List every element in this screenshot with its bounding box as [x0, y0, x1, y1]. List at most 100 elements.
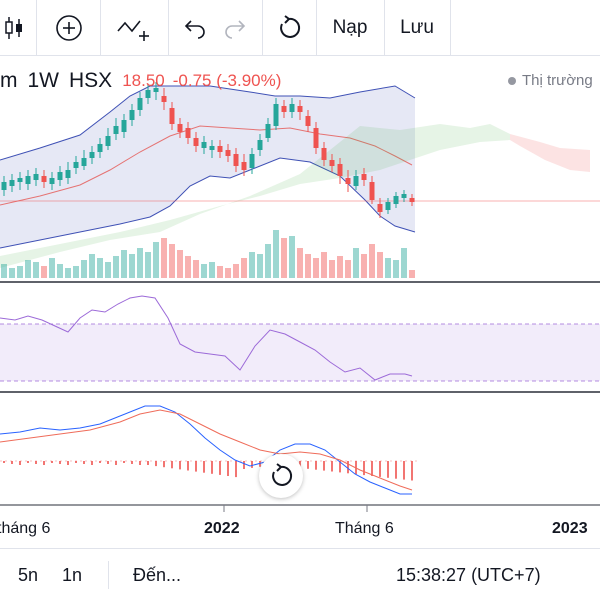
- macd-histogram-bar: [379, 461, 381, 477]
- candle-body: [193, 138, 199, 146]
- macd-histogram-bar: [411, 461, 413, 481]
- range-5d-button[interactable]: 5n: [18, 564, 39, 585]
- macd-histogram-bar: [11, 461, 13, 464]
- macd-histogram-bar: [171, 461, 173, 469]
- volume-bar: [217, 266, 223, 278]
- volume-bar: [385, 258, 391, 278]
- candle-body: [25, 176, 31, 184]
- price-change: -0.75 (-3.90%): [172, 71, 282, 90]
- volume-bar: [361, 254, 367, 278]
- macd-histogram-bar: [403, 461, 405, 480]
- macd-histogram-bar: [155, 461, 157, 467]
- macd-histogram-bar: [387, 461, 389, 478]
- xaxis-label: 2023: [552, 520, 588, 537]
- macd-line: [0, 405, 412, 495]
- macd-histogram-bar: [139, 461, 141, 465]
- candle-body: [129, 110, 135, 120]
- macd-histogram-bar: [131, 461, 133, 464]
- candle-body: [385, 202, 391, 210]
- candle-body: [105, 136, 111, 146]
- market-dot-icon: [508, 76, 516, 85]
- candle-body: [329, 160, 335, 166]
- macd-histogram-bar: [331, 461, 333, 472]
- market-status[interactable]: Thị trường: [508, 72, 593, 89]
- candle-body: [137, 98, 143, 110]
- range-1d-button[interactable]: 1n: [62, 564, 83, 585]
- volume-bar: [273, 230, 279, 278]
- volume-bar: [137, 248, 143, 278]
- clock-timezone[interactable]: 15:38:27 (UTC+7): [396, 564, 541, 585]
- volume-bar: [1, 264, 7, 278]
- candle-body: [249, 154, 255, 168]
- macd-histogram-bar: [147, 461, 149, 465]
- save-layout-button[interactable]: Lưu: [400, 17, 434, 38]
- candle-body: [169, 108, 175, 124]
- macd-histogram-bar: [251, 461, 253, 468]
- volume-bar: [409, 270, 415, 278]
- macd-histogram-bar: [123, 461, 125, 463]
- volume-bar: [49, 258, 55, 278]
- candle-body: [217, 146, 223, 152]
- candle-body: [161, 96, 167, 102]
- candle-body: [9, 180, 15, 186]
- symbol-name[interactable]: m: [0, 69, 18, 92]
- reset-chart-button[interactable]: [268, 0, 310, 56]
- ichimoku-cloud-green: [0, 124, 510, 268]
- candle-body: [177, 124, 183, 132]
- volume-bar: [401, 248, 407, 278]
- xaxis-label: 2022: [204, 520, 240, 537]
- volume-bar: [161, 238, 167, 278]
- macd-histogram-bar: [51, 461, 53, 463]
- volume-bar: [241, 258, 247, 278]
- volume-bar: [265, 244, 271, 278]
- volume-bar: [353, 248, 359, 278]
- scroll-to-realtime-button[interactable]: [259, 454, 303, 498]
- macd-histogram-bar: [211, 461, 213, 474]
- macd-histogram-bar: [35, 461, 37, 464]
- interval-label[interactable]: 1W: [27, 69, 60, 92]
- macd-histogram-bar: [27, 461, 29, 463]
- symbol-legend[interactable]: m 1W HSX 18.50 -0.75 (-3.90%): [0, 64, 289, 98]
- candle-body: [121, 120, 127, 132]
- goto-date-button[interactable]: Đến...: [133, 564, 182, 585]
- volume-bar: [113, 256, 119, 278]
- volume-bar: [41, 266, 47, 278]
- candle-body: [81, 158, 87, 166]
- macd-histogram-bar: [187, 461, 189, 471]
- undo-button[interactable]: [176, 0, 214, 56]
- candle-body: [209, 146, 215, 150]
- candle-body: [265, 124, 271, 138]
- candle-body: [273, 104, 279, 126]
- reset-icon: [280, 15, 301, 38]
- rsi-band: [0, 324, 600, 381]
- market-status-label: Thị trường: [522, 72, 593, 89]
- volume-bars: [1, 230, 415, 278]
- volume-bar: [33, 262, 39, 278]
- volume-bar: [249, 252, 255, 278]
- macd-histogram-bar: [307, 461, 309, 469]
- xaxis-label: tháng 6: [0, 520, 50, 537]
- volume-bar: [73, 266, 79, 278]
- candle-body: [345, 178, 351, 184]
- volume-bar: [305, 254, 311, 278]
- add-button[interactable]: [44, 0, 94, 56]
- volume-bar: [97, 258, 103, 278]
- macd-histogram-bar: [19, 461, 21, 465]
- macd-histogram-bar: [371, 461, 373, 476]
- volume-bar: [57, 264, 63, 278]
- macd-histogram-bar: [3, 461, 5, 463]
- candle-body: [321, 148, 327, 160]
- redo-button[interactable]: [216, 0, 254, 56]
- chart-type-button[interactable]: [0, 0, 28, 56]
- volume-bar: [345, 260, 351, 278]
- candle-body: [369, 182, 375, 200]
- indicators-button[interactable]: [106, 0, 162, 56]
- candle-body: [409, 198, 415, 202]
- macd-histogram-bar: [59, 461, 61, 464]
- volume-bar: [65, 268, 71, 278]
- candle-body: [65, 170, 71, 178]
- candle-body: [353, 176, 359, 186]
- load-layout-button[interactable]: Nạp: [332, 17, 368, 38]
- candle-body: [113, 126, 119, 134]
